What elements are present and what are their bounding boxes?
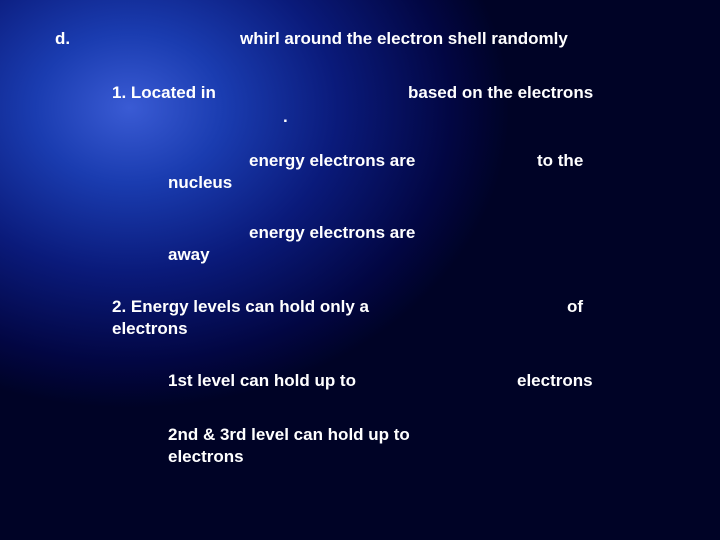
text-based: based on the electrons [408, 82, 593, 104]
list-marker-d: d. [55, 28, 70, 50]
text-electrons: electrons [112, 318, 188, 340]
text-energy-2: energy electrons are [249, 222, 415, 244]
text-of: of [567, 296, 583, 318]
text-electrons-2: electrons [517, 370, 593, 392]
text-second-level: 2nd & 3rd level can hold up to [168, 424, 410, 446]
text-first-level: 1st level can hold up to [168, 370, 356, 392]
text-located: 1. Located in [112, 82, 216, 104]
text-tothe: to the [537, 150, 583, 172]
text-electrons-3: electrons [168, 446, 244, 468]
text-away: away [168, 244, 210, 266]
slide: d. whirl around the electron shell rando… [0, 0, 720, 540]
text-energy-1: energy electrons are [249, 150, 415, 172]
text-whirl: whirl around the electron shell randomly [240, 28, 568, 50]
text-period: . [283, 106, 288, 128]
text-energy-levels: 2. Energy levels can hold only a [112, 296, 369, 318]
text-nucleus: nucleus [168, 172, 232, 194]
